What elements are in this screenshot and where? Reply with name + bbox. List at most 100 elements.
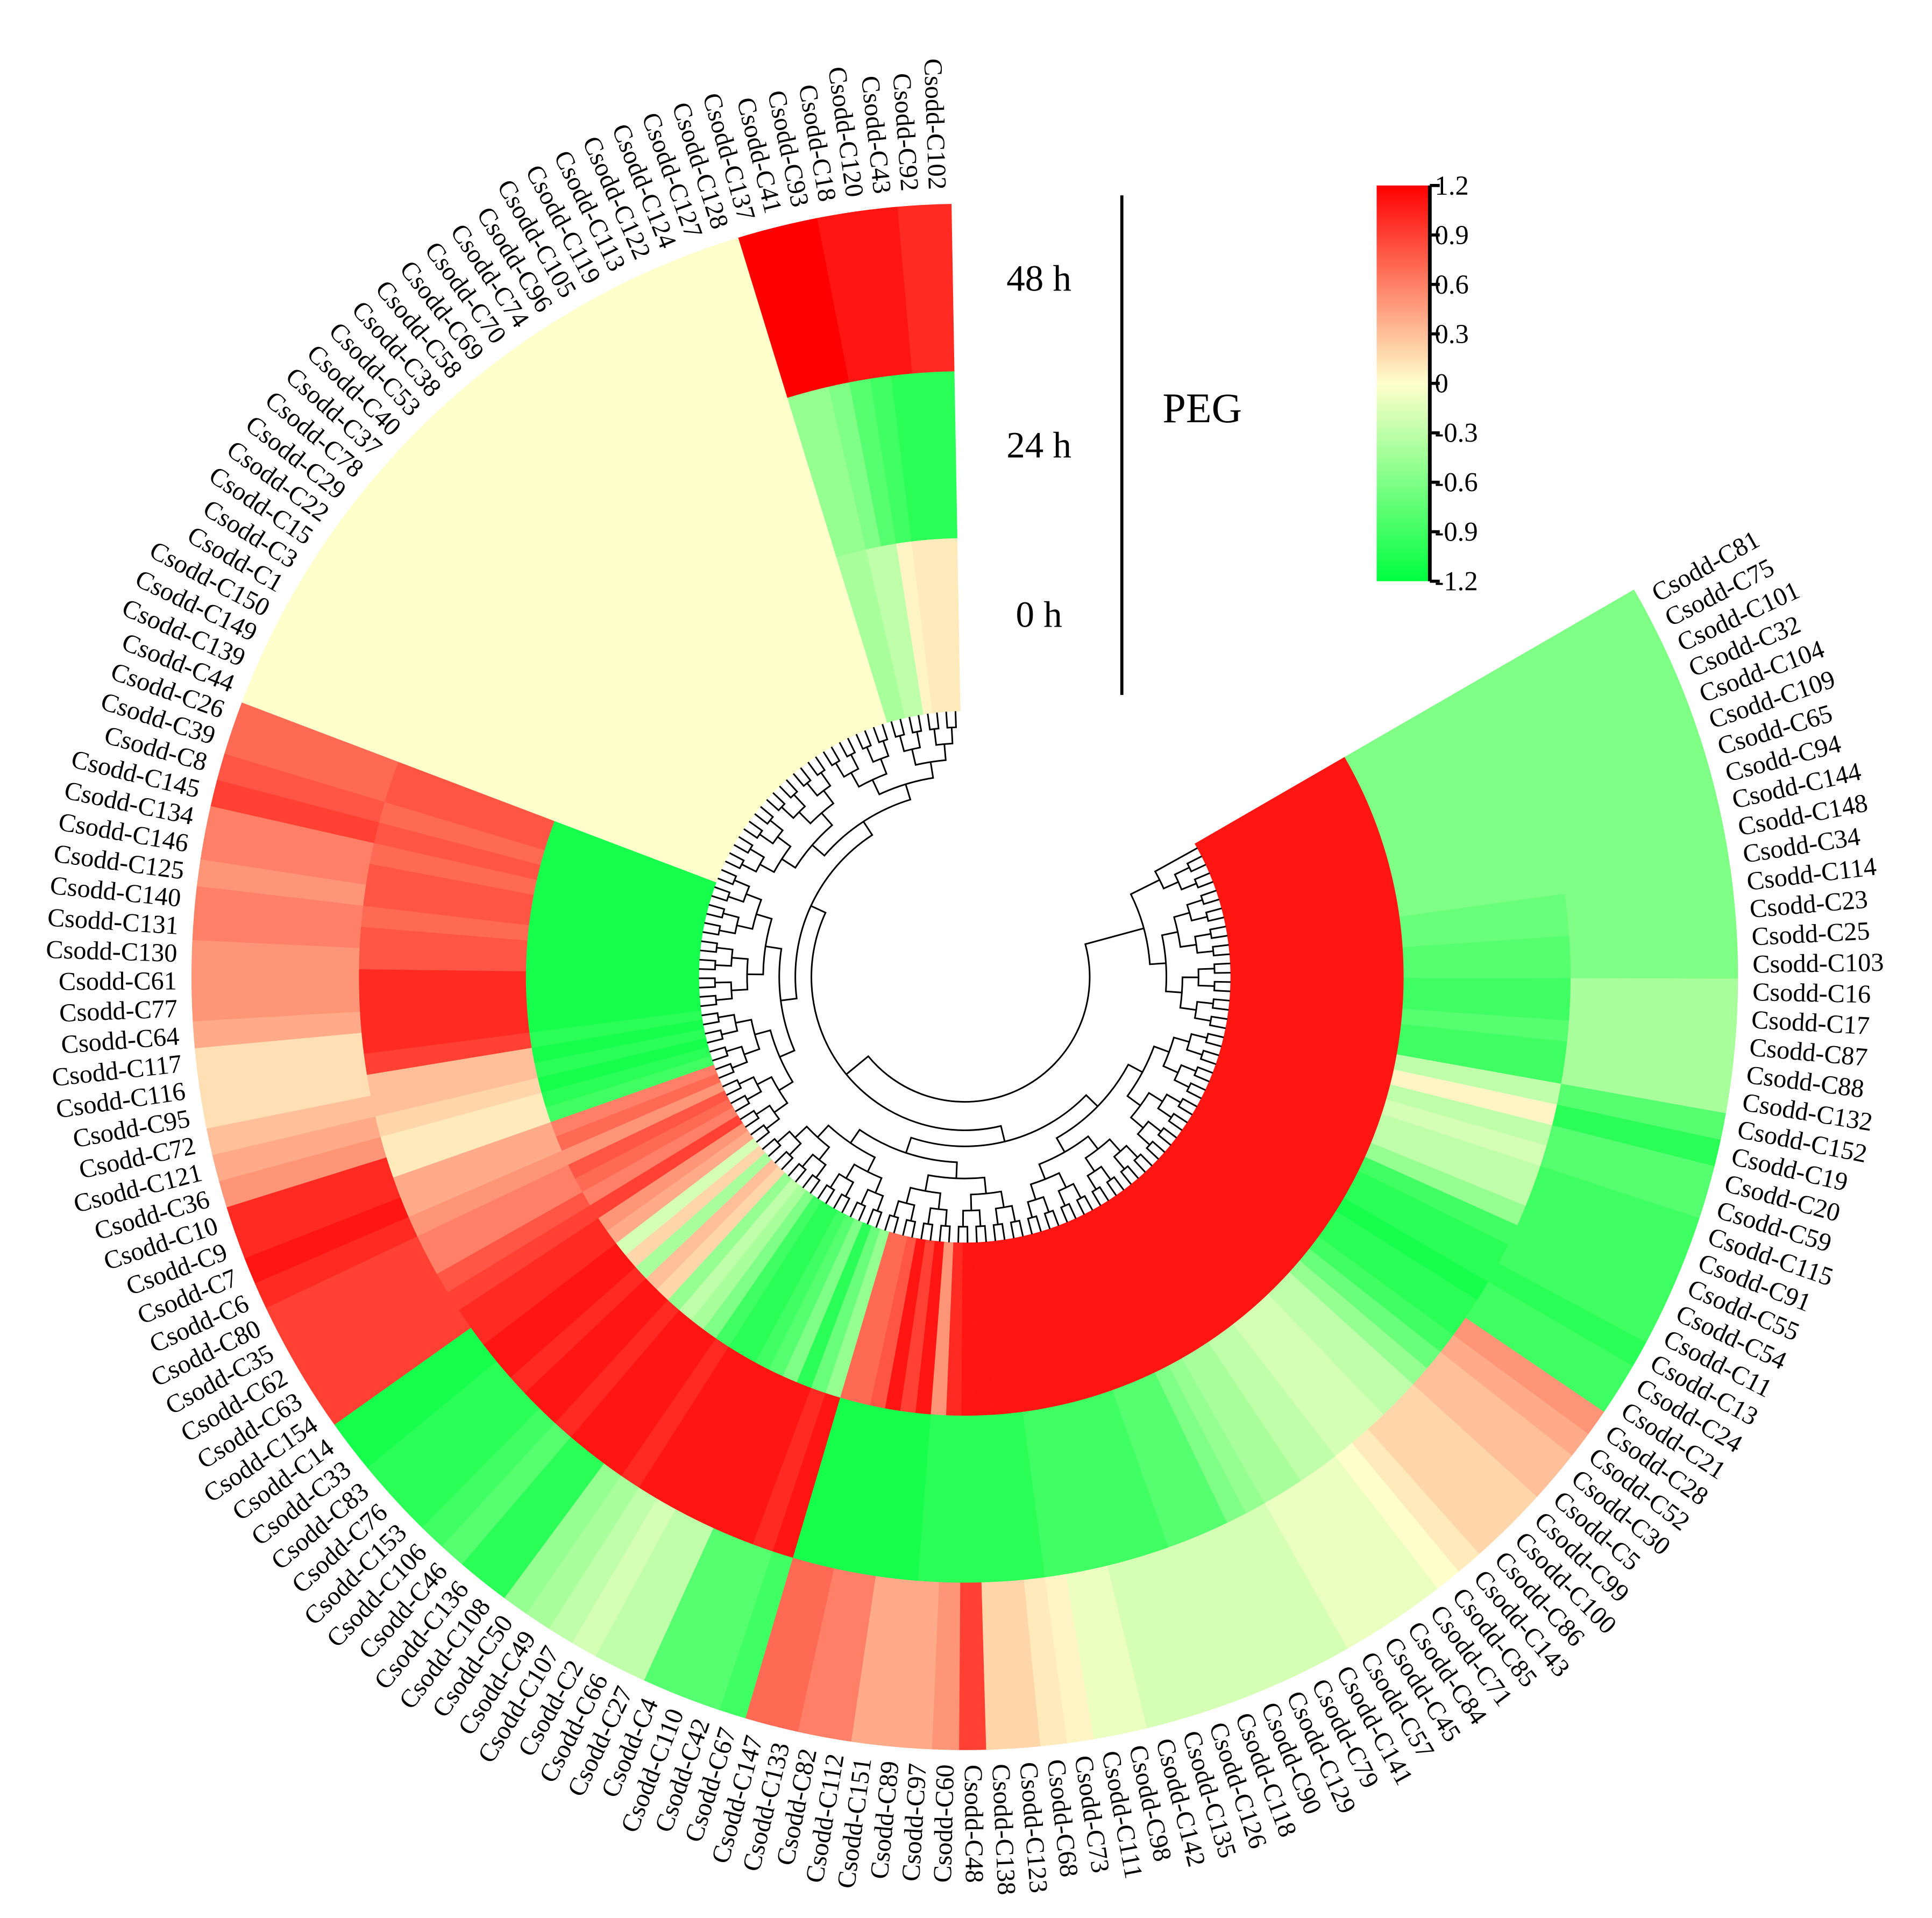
dendrogram-branch (706, 904, 726, 919)
dendrogram-branch (701, 1012, 720, 1026)
dendrogram-branch (1173, 912, 1197, 948)
dendrogram-branch (839, 737, 856, 758)
dendrogram-branch (962, 1209, 982, 1227)
dendrogram-branch (759, 836, 792, 873)
ring-label: 0 h (1016, 594, 1062, 635)
gene-label: Csodd-C25 (1751, 917, 1870, 951)
dendrogram-branch (1027, 1215, 1042, 1234)
dendrogram-branch (802, 1174, 821, 1194)
dendrogram-branch (728, 879, 750, 903)
dendrogram-branch (893, 1200, 915, 1221)
dendrogram-branch (754, 806, 775, 825)
gene-label: Csodd-C130 (46, 935, 178, 968)
dendrogram-branch (1057, 1183, 1082, 1206)
dendrogram-branch (731, 957, 749, 991)
dendrogram-branch (920, 1222, 934, 1241)
dendrogram-branch (860, 1188, 884, 1211)
colorbar-tick-label: 0.6 (1435, 269, 1469, 300)
dendrogram-branch (975, 1225, 987, 1243)
dendrogram-branch (1091, 1186, 1110, 1206)
dendrogram-branch (1076, 1195, 1093, 1215)
ring-label: 48 h (1006, 258, 1071, 299)
dendrogram-branch (927, 712, 940, 731)
dendrogram-branch (1086, 1166, 1112, 1190)
dendrogram-branch (1130, 879, 1166, 965)
dendrogram-branch (747, 913, 773, 976)
dendrogram-branch (811, 905, 1006, 1142)
dendrogram-branch (1162, 1036, 1190, 1074)
dendrogram-branch (1209, 926, 1228, 939)
dendrogram-branch (945, 711, 957, 729)
heat-cell (191, 967, 359, 996)
dendrogram-branch (1010, 1219, 1024, 1239)
dendrogram-branch (762, 1138, 782, 1157)
dendrogram-branch (759, 819, 784, 845)
dendrogram-branch (756, 1104, 780, 1130)
dendrogram-branch (866, 1208, 883, 1228)
dendrogram-branch (726, 1046, 748, 1069)
dendrogram-branch (750, 1124, 770, 1143)
dendrogram-branch (718, 869, 737, 885)
gene-label: Csodd-C16 (1752, 978, 1871, 1008)
dendrogram-branch (1185, 1033, 1208, 1056)
dendrogram-branch (872, 723, 889, 744)
dendrogram-branch (849, 1201, 866, 1221)
dendrogram-branch (757, 1076, 789, 1113)
dendrogram-branch (817, 1184, 835, 1204)
gene-label: Csodd-C48 (959, 1765, 989, 1883)
ring-label: 24 h (1006, 425, 1071, 466)
dendrogram-branch (835, 754, 860, 778)
dendrogram-branch (833, 1193, 851, 1213)
dendrogram-branch (699, 958, 716, 971)
dendrogram-branch (743, 820, 764, 839)
dendrogram-branch (850, 758, 888, 788)
dendrogram-branch (1157, 1127, 1177, 1146)
dendrogram-branch (1177, 1097, 1198, 1116)
dendrogram-branch (738, 1076, 763, 1100)
dendrogram-branch (1038, 1135, 1099, 1180)
colorbar-tick-label: -0.3 (1435, 418, 1478, 448)
dendrogram-branch (787, 1162, 807, 1183)
dendrogram-branch (1130, 1091, 1163, 1129)
dendrogram-branch (905, 1187, 942, 1210)
dendrogram-branch (1194, 1001, 1213, 1022)
colorbar-tick-label: -0.9 (1435, 517, 1478, 547)
dendrogram-branch (765, 945, 796, 1058)
gene-label: Csodd-C60 (928, 1764, 960, 1883)
dendrogram-branch (911, 744, 947, 766)
dendrogram-branch (927, 1207, 948, 1226)
dendrogram-branch (798, 790, 835, 825)
dendrogram-branch (846, 927, 1144, 1103)
dendrogram-branch (736, 893, 763, 930)
dendrogram-branch (735, 1019, 761, 1055)
dendrogram-branch (702, 922, 721, 936)
gene-label: Csodd-C103 (1752, 948, 1884, 979)
dendrogram-branch (1205, 1033, 1224, 1047)
dendrogram-branch (766, 792, 786, 812)
colorbar-tick-label: 0.9 (1435, 220, 1469, 250)
dendrogram-branch (829, 1173, 855, 1197)
dendrogram-branch (1197, 968, 1215, 987)
dendrogram-branch (905, 1094, 1098, 1153)
dendrogram-branch (845, 1163, 883, 1194)
gene-label: Csodd-C138 (986, 1763, 1021, 1895)
dendrogram-branch (801, 1153, 827, 1178)
dendrogram-branch (715, 981, 733, 1001)
dendrogram-branch (957, 1226, 969, 1243)
dendrogram-branch (774, 1150, 794, 1170)
dendrogram-branch (740, 1110, 760, 1128)
dendrogram-branch (1120, 1165, 1139, 1185)
dendrogram (699, 711, 1231, 1243)
dendrogram-branch (871, 762, 934, 795)
gene-label: Csodd-C102 (918, 58, 951, 190)
dendrogram-branch (780, 821, 873, 1001)
dendrogram-branch (699, 994, 718, 1007)
dendrogram-branch (700, 940, 719, 953)
dendrogram-branch (781, 794, 806, 819)
gene-label: Csodd-C97 (897, 1763, 932, 1883)
dendrogram-branch (1133, 1153, 1153, 1173)
dendrogram-branch (1211, 998, 1230, 1011)
dendrogram-branch (699, 977, 716, 989)
dendrogram-branch (1154, 847, 1198, 890)
